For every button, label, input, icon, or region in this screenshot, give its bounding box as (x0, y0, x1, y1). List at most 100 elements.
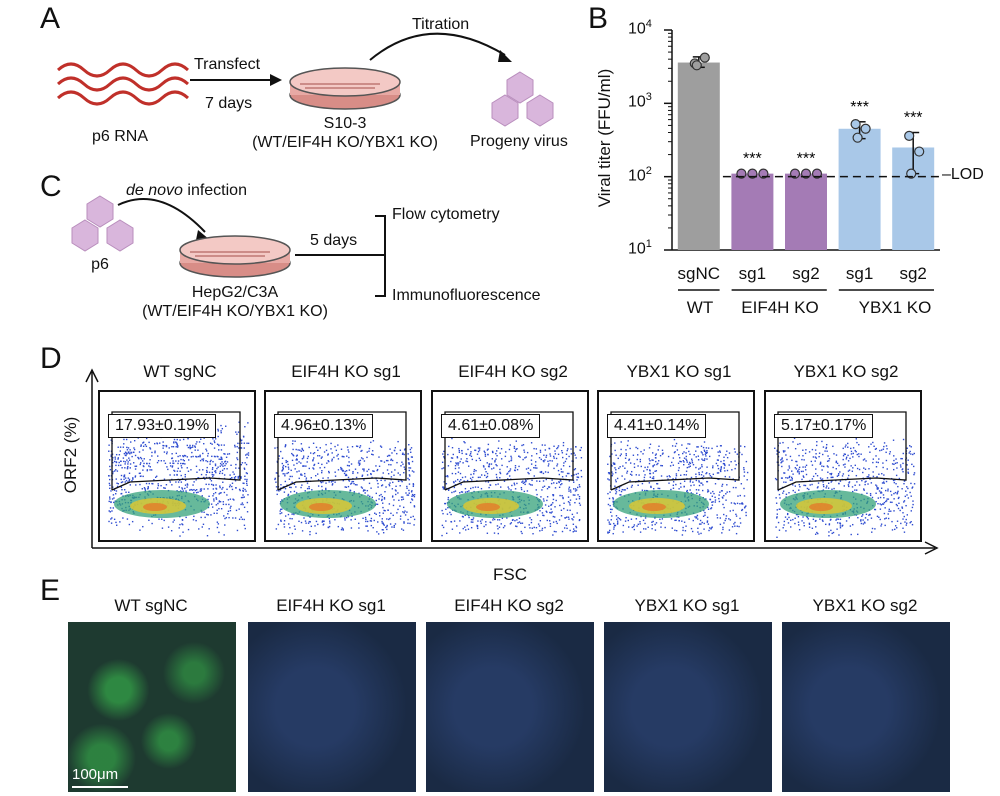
event-dot (285, 461, 287, 464)
event-dot (388, 463, 390, 466)
event-dot (169, 465, 172, 467)
event-dot (476, 453, 479, 455)
event-dot (163, 451, 166, 453)
event-dot (328, 481, 330, 483)
event-dot (496, 525, 499, 527)
event-dot (127, 481, 129, 483)
event-dot (685, 447, 688, 450)
event-dot (317, 449, 319, 452)
event-dot (181, 519, 184, 521)
event-dot (236, 457, 238, 459)
event-dot (512, 518, 514, 521)
event-dot (832, 531, 835, 534)
event-dot (198, 441, 201, 443)
event-dot (627, 526, 630, 528)
event-dot (814, 460, 816, 462)
event-dot (362, 490, 365, 492)
event-dot (228, 453, 231, 455)
event-dot (778, 529, 781, 531)
event-dot (704, 458, 706, 460)
event-dot (887, 498, 890, 500)
event-dot (331, 452, 333, 454)
event-dot (683, 451, 685, 453)
event-dot (113, 501, 115, 504)
event-dot (120, 481, 123, 484)
event-dot (530, 521, 533, 524)
event-dot (913, 473, 915, 476)
event-dot (568, 488, 570, 490)
event-dot (138, 451, 141, 453)
event-dot (710, 507, 712, 510)
event-dot (896, 493, 898, 495)
event-dot (470, 451, 472, 453)
event-dot (527, 467, 530, 469)
event-dot (912, 465, 915, 468)
event-dot (380, 485, 383, 487)
event-dot (383, 498, 386, 500)
event-dot (291, 452, 293, 455)
event-dot (577, 486, 579, 489)
event-dot (325, 482, 327, 484)
event-dot (803, 476, 805, 478)
event-dot (525, 480, 527, 482)
event-dot (852, 452, 854, 455)
event-dot (633, 463, 636, 465)
flow-plot: 4.41±0.14% (597, 390, 755, 542)
event-dot (655, 460, 657, 463)
event-dot (808, 488, 810, 491)
event-dot (231, 485, 233, 488)
event-dot (114, 456, 116, 458)
event-dot (507, 478, 509, 480)
event-dot (309, 531, 311, 533)
event-dot (867, 476, 870, 478)
event-dot (556, 463, 559, 465)
event-dot (345, 474, 348, 477)
event-dot (296, 454, 298, 456)
event-dot (819, 463, 821, 465)
event-dot (211, 468, 214, 471)
event-dot (484, 453, 487, 456)
event-dot (116, 524, 118, 526)
event-dot (701, 465, 703, 468)
event-dot (472, 517, 475, 519)
event-dot (607, 531, 609, 533)
event-dot (608, 479, 610, 481)
event-dot (401, 461, 403, 463)
event-dot (689, 481, 692, 483)
event-dot (610, 511, 612, 513)
event-dot (211, 471, 213, 474)
event-dot (792, 484, 794, 486)
event-dot (793, 437, 796, 440)
event-dot (518, 517, 521, 519)
event-dot (632, 525, 635, 528)
event-dot (702, 484, 704, 486)
event-dot (907, 459, 909, 461)
event-dot (350, 483, 352, 485)
event-dot (325, 488, 327, 491)
event-dot (365, 520, 367, 523)
event-dot (366, 470, 368, 472)
event-dot (142, 475, 144, 478)
event-dot (686, 490, 688, 493)
event-dot (364, 492, 366, 494)
event-dot (837, 474, 840, 477)
event-dot (706, 520, 709, 522)
event-dot (328, 520, 331, 522)
event-dot (134, 454, 137, 457)
event-dot (832, 445, 834, 448)
event-dot (788, 465, 790, 467)
event-dot (797, 521, 800, 523)
event-dot (278, 455, 281, 457)
event-dot (362, 468, 364, 470)
event-dot (481, 518, 483, 521)
event-dot (852, 523, 854, 526)
event-dot (911, 506, 914, 509)
event-dot (816, 531, 818, 534)
event-dot (395, 493, 397, 496)
event-dot (877, 487, 879, 489)
event-dot (821, 440, 823, 443)
event-dot (615, 454, 617, 456)
event-dot (454, 480, 457, 482)
event-dot (746, 479, 748, 481)
event-dot (223, 468, 226, 470)
